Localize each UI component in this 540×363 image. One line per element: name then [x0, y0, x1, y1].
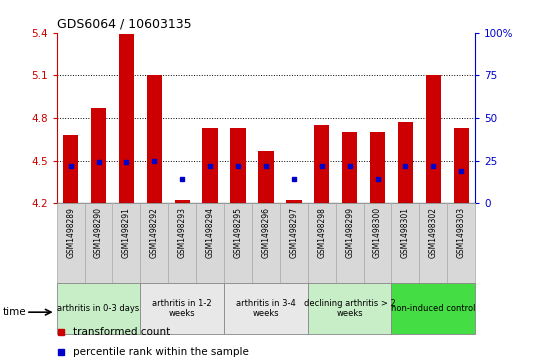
Bar: [174, 200, 190, 203]
Text: arthritis in 1-2
weeks: arthritis in 1-2 weeks: [152, 299, 212, 318]
Text: GSM1498303: GSM1498303: [457, 207, 465, 258]
Bar: [57, 203, 85, 283]
Text: GSM1498296: GSM1498296: [261, 207, 271, 258]
Bar: [336, 203, 363, 283]
Bar: [140, 203, 168, 283]
Bar: [454, 128, 469, 203]
Bar: [202, 128, 218, 203]
Text: arthritis in 0-3 days: arthritis in 0-3 days: [57, 304, 140, 313]
Bar: [231, 128, 246, 203]
Bar: [147, 76, 162, 203]
Bar: [363, 203, 392, 283]
Bar: [342, 132, 357, 203]
Bar: [426, 76, 441, 203]
Text: GSM1498298: GSM1498298: [318, 207, 326, 258]
Text: GSM1498294: GSM1498294: [206, 207, 214, 258]
Bar: [252, 203, 280, 283]
Bar: [112, 203, 140, 283]
Bar: [308, 203, 336, 283]
Bar: [370, 132, 385, 203]
Bar: [224, 203, 252, 283]
Text: GSM1498291: GSM1498291: [122, 207, 131, 258]
Bar: [91, 108, 106, 203]
Text: arthritis in 3-4
weeks: arthritis in 3-4 weeks: [236, 299, 296, 318]
Bar: [392, 283, 475, 334]
Bar: [224, 283, 308, 334]
Text: GSM1498297: GSM1498297: [289, 207, 298, 258]
Bar: [85, 203, 112, 283]
Text: GSM1498302: GSM1498302: [429, 207, 438, 258]
Text: GSM1498293: GSM1498293: [178, 207, 187, 258]
Bar: [308, 283, 392, 334]
Text: GSM1498289: GSM1498289: [66, 207, 75, 258]
Bar: [398, 122, 413, 203]
Bar: [168, 203, 196, 283]
Bar: [57, 283, 140, 334]
Text: percentile rank within the sample: percentile rank within the sample: [73, 347, 249, 357]
Bar: [392, 203, 420, 283]
Text: GSM1498295: GSM1498295: [233, 207, 242, 258]
Text: GSM1498299: GSM1498299: [345, 207, 354, 258]
Text: non-induced control: non-induced control: [391, 304, 476, 313]
Text: GSM1498300: GSM1498300: [373, 207, 382, 258]
Bar: [258, 151, 274, 203]
Text: GDS6064 / 10603135: GDS6064 / 10603135: [57, 17, 191, 30]
Bar: [447, 203, 475, 283]
Bar: [63, 135, 78, 203]
Bar: [286, 200, 301, 203]
Bar: [314, 125, 329, 203]
Text: GSM1498292: GSM1498292: [150, 207, 159, 258]
Text: GSM1498301: GSM1498301: [401, 207, 410, 258]
Text: transformed count: transformed count: [73, 327, 171, 337]
Bar: [280, 203, 308, 283]
Text: GSM1498290: GSM1498290: [94, 207, 103, 258]
Bar: [119, 34, 134, 203]
Text: time: time: [3, 307, 26, 317]
Bar: [196, 203, 224, 283]
Bar: [420, 203, 447, 283]
Bar: [140, 283, 224, 334]
Text: declining arthritis > 2
weeks: declining arthritis > 2 weeks: [304, 299, 395, 318]
